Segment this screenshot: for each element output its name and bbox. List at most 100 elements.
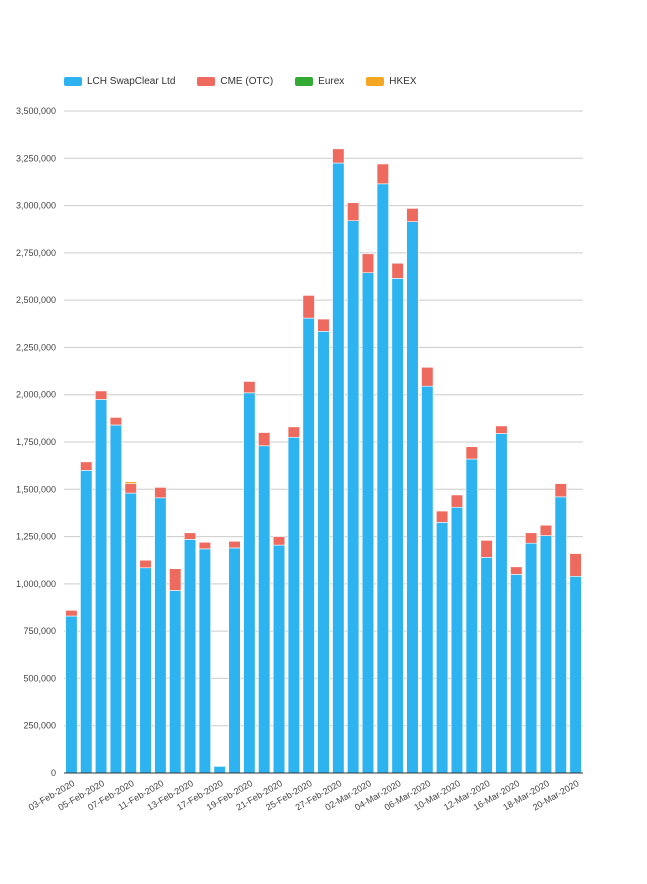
bar-segment-lch-swapclear-ltd[interactable]	[450, 506, 464, 774]
bar-segment-lch-swapclear-ltd[interactable]	[139, 567, 152, 774]
bar-segment-cme-otc[interactable]	[480, 540, 493, 558]
legend-swatch-eurex	[295, 77, 314, 86]
y-tick-label: 1,500,000	[16, 484, 56, 494]
bar-segment-cme-otc[interactable]	[80, 461, 93, 471]
bar-segment-lch-swapclear-ltd[interactable]	[376, 183, 389, 774]
y-tick-label: 2,750,000	[16, 248, 56, 258]
bar-segment-cme-otc[interactable]	[495, 425, 508, 434]
bar-segment-cme-otc[interactable]	[347, 202, 360, 222]
legend-label-cme: CME (OTC)	[220, 76, 274, 87]
bar-segment-lch-swapclear-ltd[interactable]	[94, 399, 108, 774]
bar-segment-cme-otc[interactable]	[272, 536, 286, 546]
bar-segment-cme-otc[interactable]	[569, 553, 582, 577]
bar-segment-cme-otc[interactable]	[287, 426, 300, 438]
bar-segment-lch-swapclear-ltd[interactable]	[317, 331, 330, 774]
y-tick-label: 1,250,000	[16, 532, 56, 542]
bar-segment-lch-swapclear-ltd[interactable]	[287, 436, 300, 774]
bar-segment-cme-otc[interactable]	[391, 262, 404, 279]
legend-label-hkex: HKEX	[389, 76, 417, 87]
bar-segment-lch-swapclear-ltd[interactable]	[258, 445, 271, 774]
bar-segment-lch-swapclear-ltd[interactable]	[154, 497, 167, 774]
legend-swatch-hkex	[366, 77, 385, 86]
bar-segment-lch-swapclear-ltd[interactable]	[332, 162, 345, 774]
bar-segment-cme-otc[interactable]	[198, 541, 211, 550]
bar-segment-cme-otc[interactable]	[109, 417, 122, 426]
bar-segment-lch-swapclear-ltd[interactable]	[183, 539, 197, 774]
x-axis-ticks: 03-Feb-202005-Feb-202007-Feb-202011-Feb-…	[27, 778, 581, 812]
legend-swatch-cme	[197, 77, 216, 86]
bar-segment-lch-swapclear-ltd[interactable]	[65, 615, 78, 774]
legend-item-eurex[interactable]: Eurex	[295, 76, 344, 87]
y-tick-label: 250,000	[23, 721, 56, 731]
y-tick-label: 2,250,000	[16, 342, 56, 352]
bar-segment-cme-otc[interactable]	[139, 559, 152, 569]
bar-segment-lch-swapclear-ltd[interactable]	[391, 278, 404, 774]
bar-segment-cme-otc[interactable]	[554, 483, 567, 498]
bar-segment-cme-otc[interactable]	[169, 568, 182, 591]
bar-segment-cme-otc[interactable]	[436, 510, 449, 523]
bar-segment-cme-otc[interactable]	[183, 532, 197, 540]
bar-segment-hkex[interactable]	[124, 481, 137, 484]
y-axis-ticks: 0 250,000 500,000 750,000 1,000,000 1,250,000…	[16, 106, 56, 778]
y-tick-label: 3,500,000	[16, 106, 56, 116]
bar-segment-cme-otc[interactable]	[525, 532, 538, 544]
bar-segment-cme-otc[interactable]	[406, 208, 419, 222]
y-tick-label: 2,500,000	[16, 295, 56, 305]
legend-item-lch[interactable]: LCH SwapClear Ltd	[64, 76, 175, 87]
bar-segment-lch-swapclear-ltd[interactable]	[554, 496, 567, 774]
bar-segment-cme-otc[interactable]	[65, 610, 78, 617]
bar-segment-lch-swapclear-ltd[interactable]	[569, 575, 582, 774]
bar-segment-lch-swapclear-ltd[interactable]	[421, 385, 434, 774]
bar-segment-lch-swapclear-ltd[interactable]	[539, 535, 553, 774]
bar-segment-cme-otc[interactable]	[243, 381, 256, 394]
bar-segment-lch-swapclear-ltd[interactable]	[272, 544, 286, 774]
bar-segment-cme-otc[interactable]	[450, 494, 464, 508]
bar-segment-cme-otc[interactable]	[361, 253, 375, 274]
bar-segment-cme-otc[interactable]	[124, 483, 137, 494]
bar-segment-cme-otc[interactable]	[376, 163, 389, 185]
bar-segment-lch-swapclear-ltd[interactable]	[228, 547, 241, 774]
legend-item-cme[interactable]: CME (OTC)	[197, 76, 273, 87]
y-tick-label: 1,000,000	[16, 579, 56, 589]
y-tick-label: 3,000,000	[16, 201, 56, 211]
legend-label-lch: LCH SwapClear Ltd	[87, 76, 176, 87]
y-tick-label: 0	[51, 768, 56, 778]
bar-segment-cme-otc[interactable]	[302, 295, 315, 319]
bar-segment-lch-swapclear-ltd[interactable]	[243, 392, 256, 774]
legend-item-hkex[interactable]: HKEX	[366, 76, 417, 87]
bar-segment-cme-otc[interactable]	[228, 540, 241, 549]
bar-segment-lch-swapclear-ltd[interactable]	[480, 557, 493, 774]
bar-segment-lch-swapclear-ltd[interactable]	[465, 458, 478, 774]
bar-segment-lch-swapclear-ltd[interactable]	[169, 590, 182, 774]
bar-segment-lch-swapclear-ltd[interactable]	[213, 766, 226, 774]
bar-segment-cme-otc[interactable]	[258, 432, 271, 447]
bar-segment-lch-swapclear-ltd[interactable]	[302, 317, 315, 774]
bar-segment-cme-otc[interactable]	[317, 318, 330, 332]
bar-segment-cme-otc[interactable]	[94, 390, 108, 400]
y-tick-label: 3,250,000	[16, 153, 56, 163]
bar-segment-lch-swapclear-ltd[interactable]	[347, 220, 360, 774]
y-tick-label: 500,000	[23, 673, 56, 683]
bar-segment-lch-swapclear-ltd[interactable]	[495, 433, 508, 774]
bar-segment-lch-swapclear-ltd[interactable]	[80, 470, 93, 774]
bar-segment-cme-otc[interactable]	[510, 566, 523, 575]
bar-segment-cme-otc[interactable]	[539, 524, 553, 536]
bar-segment-lch-swapclear-ltd[interactable]	[361, 272, 375, 774]
bar-segment-lch-swapclear-ltd[interactable]	[525, 542, 538, 774]
bar-segment-cme-otc[interactable]	[154, 487, 167, 499]
bar-segment-lch-swapclear-ltd[interactable]	[406, 221, 419, 774]
bar-segment-lch-swapclear-ltd[interactable]	[436, 522, 449, 774]
bar-segment-lch-swapclear-ltd[interactable]	[198, 548, 211, 774]
chart-legend: LCH SwapClear Ltd CME (OTC) Eurex HKEX	[64, 76, 439, 87]
legend-label-eurex: Eurex	[318, 76, 345, 87]
bar-segment-lch-swapclear-ltd[interactable]	[109, 424, 122, 774]
y-tick-label: 750,000	[23, 626, 56, 636]
bar-segment-lch-swapclear-ltd[interactable]	[124, 492, 137, 774]
legend-swatch-lch	[64, 77, 82, 86]
bar-segment-cme-otc[interactable]	[421, 366, 434, 387]
bar-segment-lch-swapclear-ltd[interactable]	[510, 574, 523, 774]
bar-segment-cme-otc[interactable]	[465, 446, 478, 460]
bars	[65, 148, 582, 774]
bar-segment-cme-otc[interactable]	[332, 148, 345, 164]
